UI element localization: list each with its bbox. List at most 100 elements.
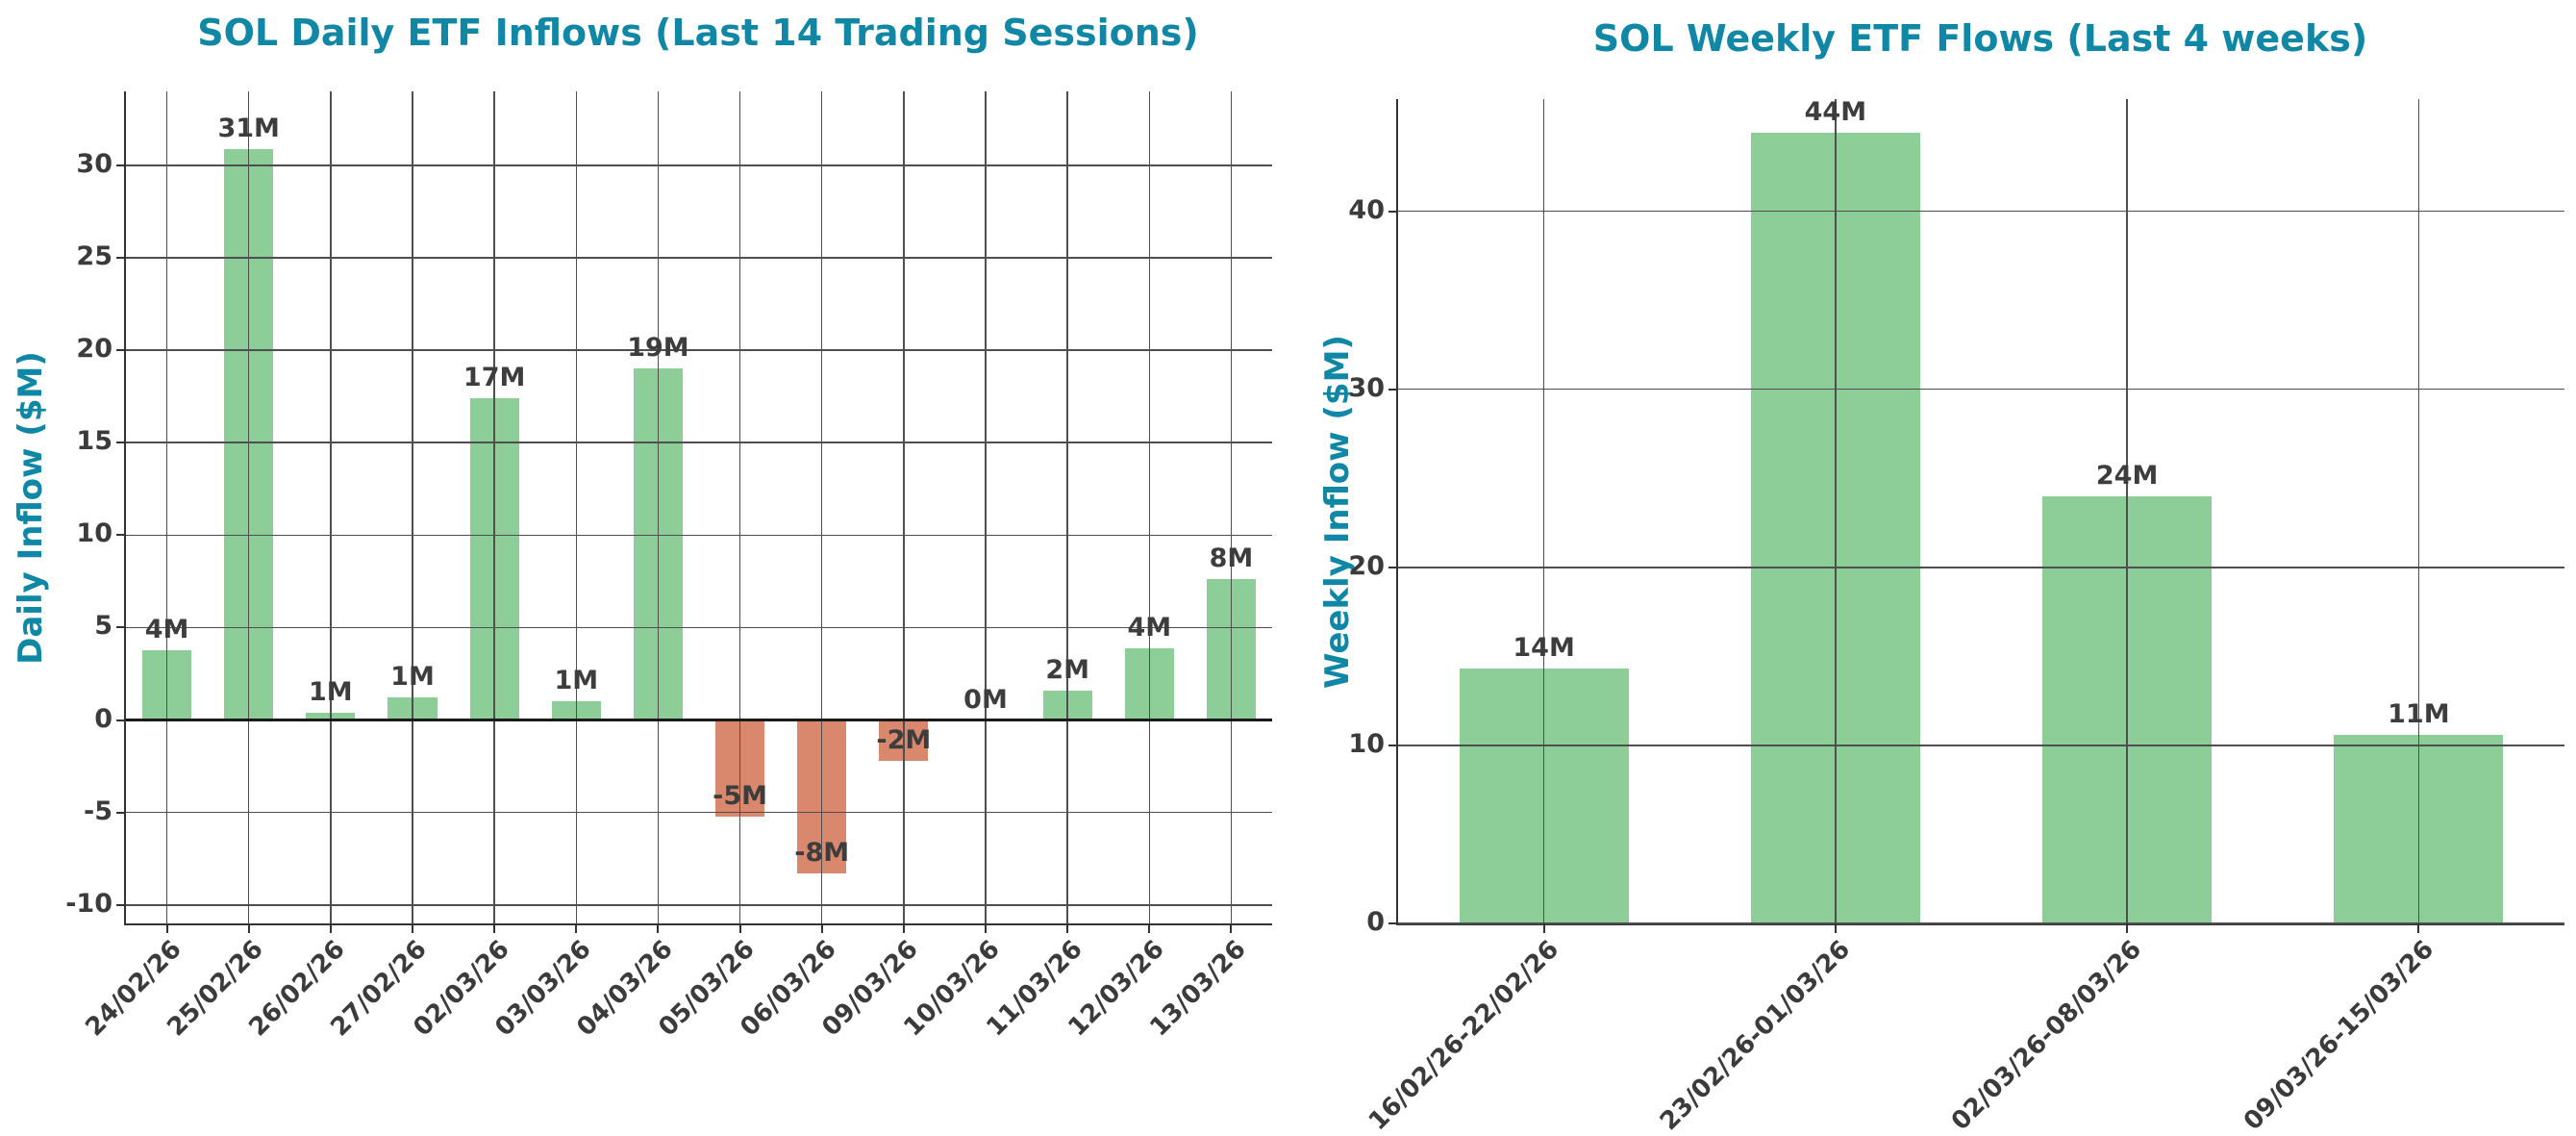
x-tick-mark [1230,923,1233,933]
bar-value-label: 8M [1209,543,1254,574]
y-tick-label: 0 [1366,906,1385,937]
sol-daily-etf-inflows-chart: SOL Daily ETF Inflows (Last 14 Trading S… [0,0,1293,1131]
vertical-gridline [412,91,413,923]
y-tick-label: 20 [1348,550,1385,581]
x-tick-label: 23/02/26-01/03/26 [1654,935,1857,1136]
x-tick-label: 02/03/26-08/03/26 [1946,935,2148,1136]
y-tick-mark [116,164,126,166]
y-tick-label: 0 [94,703,113,734]
x-tick-mark [412,923,413,933]
bar-value-label: 2M [1045,654,1089,685]
horizontal-gridline [126,349,1272,351]
y-tick-label: 20 [76,334,113,365]
x-tick-mark [247,923,250,933]
plot-area: 16/02/26-22/02/26 14M 23/02/26-01/03/26 44M… [1348,97,2564,1136]
y-axis-label: Daily Inflow ($M) [12,351,50,665]
vertical-gridline [247,91,250,923]
y-tick-label: 30 [76,148,113,179]
x-tick-mark [575,923,578,933]
horizontal-gridline [126,257,1272,259]
y-tick-mark [116,626,126,629]
bar-value-label: 11M [2388,698,2450,729]
horizontal-gridline [126,626,1272,629]
y-tick-mark [116,257,126,259]
vertical-gridline [2126,99,2128,923]
y-tick-mark [116,811,126,814]
vertical-gridline [1148,91,1151,923]
bar-value-label: 31M [217,113,280,143]
x-tick-mark [985,923,987,933]
horizontal-gridline [1398,210,2564,213]
y-tick-mark [116,349,126,352]
x-tick-label: 09/03/26-15/03/26 [2238,935,2439,1136]
vertical-gridline [1835,99,1837,923]
x-tick-mark [165,923,168,933]
bar-value-label: -8M [794,838,850,869]
y-tick-mark [116,719,126,721]
y-tick-mark [1388,566,1398,568]
vertical-gridline [1542,99,1545,923]
y-tick-label: 10 [1348,728,1385,759]
sol-weekly-etf-flows-chart: SOL Weekly ETF Flows (Last 4 weeks) Week… [1293,0,2576,1136]
x-tick-mark [657,923,660,933]
horizontal-gridline [126,164,1272,166]
vertical-gridline [820,91,823,923]
horizontal-gridline [126,534,1272,537]
horizontal-gridline [1398,567,2564,568]
horizontal-gridline [1398,745,2564,746]
vertical-gridline [657,91,660,923]
y-tick-label: 40 [1348,194,1385,225]
y-tick-label: 25 [76,240,113,271]
axis-decoration-layer: 16/02/26-22/02/26 14M 23/02/26-01/03/26 44M… [1348,97,2564,1136]
vertical-gridline [1230,91,1233,923]
x-tick-mark [493,923,496,933]
vertical-gridline [1066,91,1068,923]
vertical-gridline [493,91,495,923]
chart-title: SOL Daily ETF Inflows (Last 14 Trading S… [197,12,1199,54]
y-tick-label: 10 [76,518,113,549]
vertical-gridline [903,91,905,923]
x-tick-mark [1148,923,1151,933]
x-tick-mark [1834,923,1837,933]
y-tick-mark [116,534,126,537]
y-tick-label: -5 [84,795,113,826]
bar-value-label: -5M [713,780,767,811]
horizontal-gridline [126,904,1272,906]
bar-value-label: 0M [963,684,1008,715]
x-tick-mark [2126,923,2129,933]
y-tick-mark [116,442,126,444]
y-tick-label: 15 [76,426,113,457]
vertical-gridline [2417,99,2420,923]
x-tick-mark [2417,923,2420,933]
bar-value-label: 1M [390,662,435,693]
bar-value-label: 4M [144,614,189,644]
horizontal-gridline [126,811,1272,814]
x-tick-mark [329,923,332,933]
y-tick-label: 5 [94,611,113,642]
y-tick-label: -10 [65,888,113,919]
y-tick-mark [1388,922,1398,924]
x-tick-mark [1066,923,1069,933]
plot-area: 24/02/26 4M 25/02/26 31M 26/02/26 1M 27/02/26 1… [65,91,1272,1042]
y-tick-label: 30 [1348,372,1385,403]
bar-value-label: 1M [554,666,599,696]
x-tick-mark [902,923,905,933]
y-tick-mark [116,903,126,906]
horizontal-gridline [1398,922,2564,924]
horizontal-gridline [1398,388,2564,391]
bar-value-label: 17M [463,363,526,393]
grid-layer [1398,99,2564,924]
bar-value-label: 1M [309,676,353,707]
y-tick-mark [1388,744,1398,746]
vertical-gridline [985,91,987,923]
bar-value-label: 14M [1513,633,1575,664]
x-tick-mark [1542,923,1545,933]
grid-layer [126,91,1272,923]
vertical-gridline [575,91,578,923]
zero-line [126,719,1272,722]
y-tick-mark [1388,388,1398,391]
vertical-gridline [738,91,741,923]
horizontal-gridline [126,442,1272,443]
bar-value-label: 24M [2095,460,2159,491]
vertical-gridline [165,91,168,923]
